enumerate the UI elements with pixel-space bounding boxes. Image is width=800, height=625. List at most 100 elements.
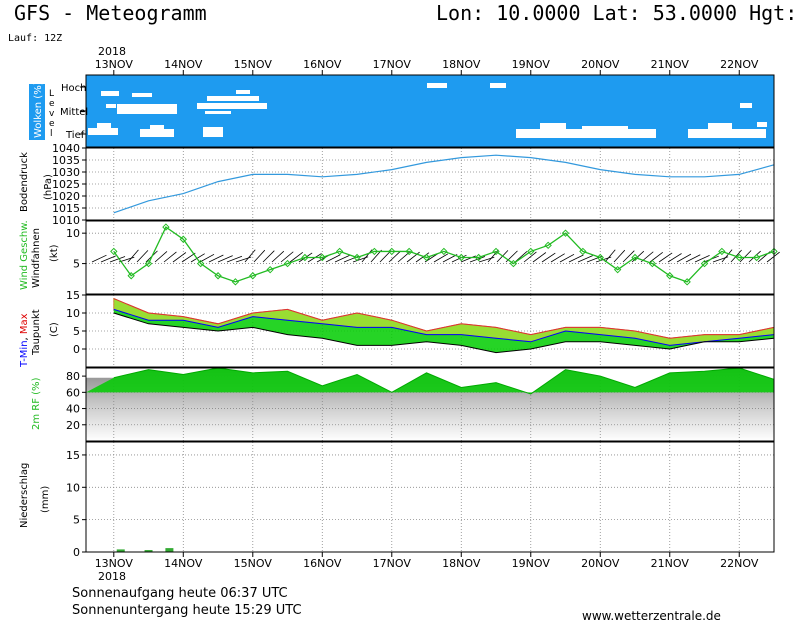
cloud-gap [740, 103, 752, 108]
x-tick-label: 22NOV [720, 58, 759, 71]
wind-barb [685, 254, 701, 263]
x-tick-label: 16NOV [303, 58, 342, 71]
wind-speed-point [718, 247, 726, 256]
wind-barb [262, 250, 275, 263]
wind-ylabel-speed: Wind Geschw. [19, 220, 30, 290]
sunset-info: Sonnenuntergang heute 15:29 UTC [72, 603, 302, 618]
cloud-gap [97, 123, 111, 128]
wind-barb [766, 251, 780, 263]
y-tick-label: 1040 [52, 142, 80, 155]
cloud-gap [540, 123, 566, 130]
wind-barb [91, 254, 107, 263]
wind-speed-point [370, 247, 379, 256]
tmin-line [113, 308, 775, 346]
precip-ylabel: Niederschlag [19, 463, 30, 528]
website-link[interactable]: www.wetterzentrale.de [582, 609, 721, 623]
cloud-level-labels: Hoch Mittel Tief [60, 83, 88, 141]
wind-speed-point [179, 235, 188, 243]
wind-barb [550, 253, 565, 263]
cloud-gap [117, 104, 177, 114]
rh-ylabel: 2m RF (%) [31, 377, 42, 430]
y-tick-label: 1035 [52, 154, 80, 167]
wind-barb [523, 251, 537, 263]
wind-barb [190, 253, 205, 263]
cloud-gap [205, 111, 231, 114]
wind-speed-point [752, 253, 761, 262]
wind-speed-point [301, 253, 309, 262]
location-info: Lon: 10.0000 Lat: 53.0000 Hgt: 8 [436, 1, 800, 25]
wind-barb [280, 251, 294, 263]
wind-barb [631, 250, 645, 263]
cloud-ylabel-box [29, 84, 45, 140]
wind-speed-point [613, 265, 622, 274]
level-letter: e [49, 119, 55, 129]
sunrise-info: Sonnenaufgang heute 06:37 UTC [72, 586, 288, 601]
cloud-gap [140, 129, 174, 137]
y-tick-label: 0 [73, 343, 80, 356]
wind-speed-point [474, 253, 483, 262]
wind-speed-point [683, 278, 691, 286]
wind-speed-point [196, 259, 205, 268]
y-tick-label: 20 [66, 419, 80, 432]
panel-frame [85, 367, 775, 442]
wind-barb [541, 252, 556, 263]
wind-barb [163, 251, 177, 263]
cloud-gap [203, 127, 223, 137]
rh-line [113, 367, 775, 395]
y-tick-label: 0 [73, 546, 80, 559]
wind-speed-point [666, 272, 674, 280]
wind-speed-point [509, 259, 518, 268]
wind-speed-line [113, 226, 775, 283]
y-tick-label: 15 [66, 449, 80, 462]
wind-barb [514, 251, 528, 263]
cloud-gap [88, 128, 118, 135]
level-letter: e [49, 99, 55, 109]
cloud-gaps [88, 83, 767, 138]
x-tick-label: 15NOV [234, 557, 273, 570]
wind-barb [622, 250, 635, 263]
precip-bar [165, 548, 174, 552]
x-tick-label: 22NOV [720, 557, 759, 570]
wind-speed-point [144, 259, 153, 268]
humidity-panel: 20 40 60 80 [66, 367, 775, 442]
wind-barb [388, 250, 401, 263]
x-tick-label: 16NOV [303, 557, 342, 570]
bottom-year-label: 2018 [98, 570, 126, 583]
wind-speed-point [492, 247, 500, 256]
wind-barb [658, 252, 673, 263]
chart-title: GFS - Meteogramm [14, 1, 207, 25]
cloud-gap [708, 123, 732, 130]
cloud-gap [101, 91, 119, 96]
wind-barb [613, 249, 626, 263]
panel-frame [85, 294, 775, 368]
wind-barb [109, 256, 126, 263]
wind-barb [667, 253, 682, 263]
precip-bar [116, 549, 125, 552]
pressure-line [113, 154, 775, 214]
cloud-ylabel: Wolken (%) [33, 81, 44, 138]
pressure-unit: (hPa) [43, 174, 54, 200]
wind-speed-point [249, 272, 257, 280]
wind-speed-point [162, 223, 170, 231]
wind-barb [100, 255, 116, 263]
panel-frame [85, 441, 775, 553]
wind-speed-point [440, 247, 448, 256]
rh-clear-area [86, 368, 774, 394]
temperature-panel: 0 5 10 15 [66, 289, 775, 368]
level-letter: v [49, 109, 55, 119]
wind-speed-point [318, 253, 326, 262]
precipitation-panel: 0 5 10 15 [66, 441, 775, 559]
wind-speed-point [266, 265, 274, 274]
level-label-high: Hoch [61, 83, 86, 94]
level-label-mid: Mittel [60, 107, 88, 118]
cloud-gap [688, 129, 766, 138]
y-tick-label: 1020 [52, 190, 80, 203]
wind-barb [694, 255, 710, 263]
y-tick-label: 1015 [52, 202, 80, 215]
x-tick-label: 13NOV [95, 58, 134, 71]
wind-speed-point [700, 259, 709, 268]
x-tick-label: 18NOV [442, 557, 481, 570]
wind-speed-point [388, 247, 396, 256]
wind-speed-point [110, 247, 118, 256]
